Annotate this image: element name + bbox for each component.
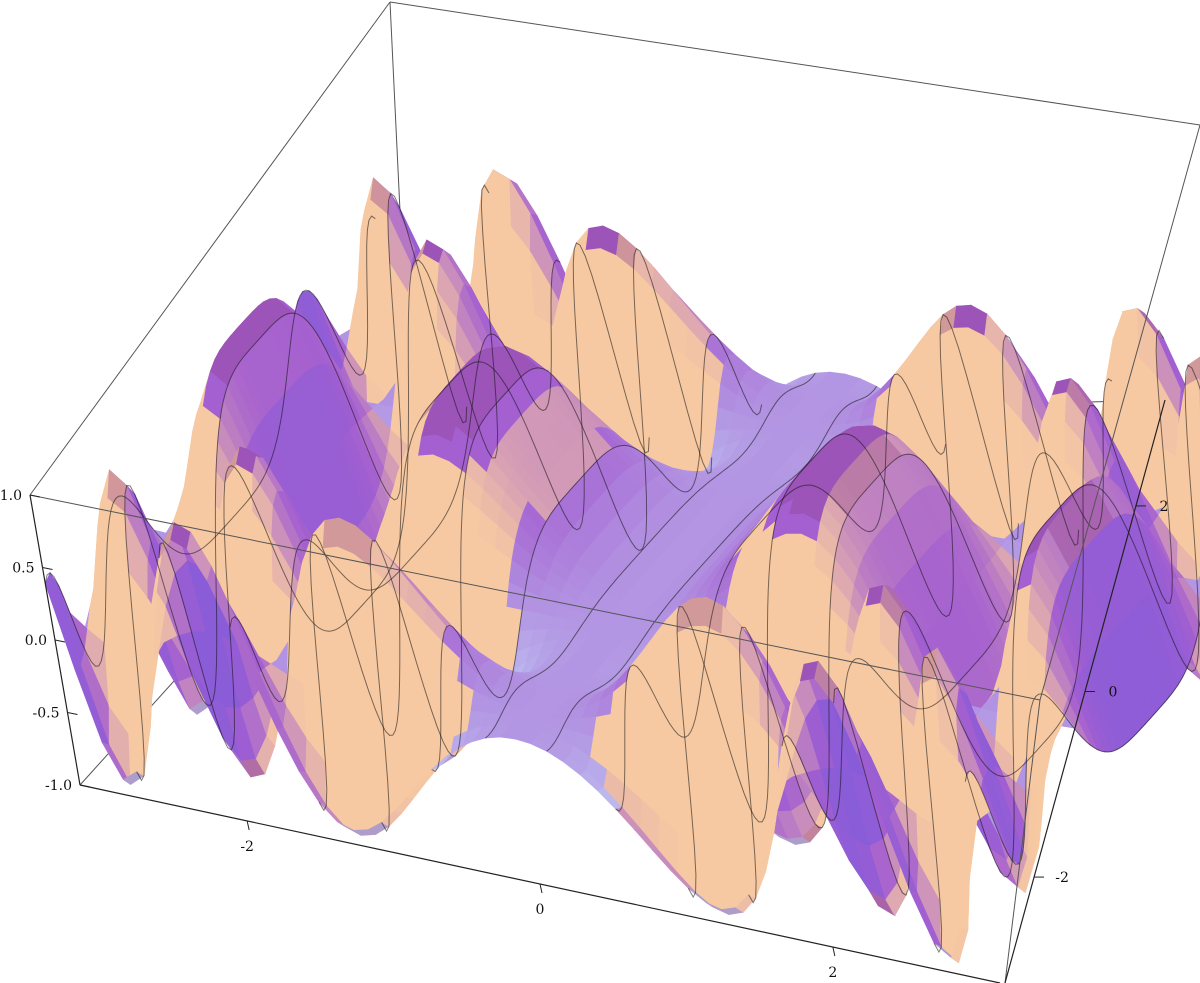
- axis-ticks: -2 0 2 -2 0 2 1.0 0.5 0.0 -0.5 -1.0: [0, 488, 1168, 981]
- surface-patch: [429, 548, 446, 595]
- surface-patch: [415, 454, 434, 481]
- box-edge: [29, 494, 1041, 701]
- surface-patch: [1195, 655, 1200, 675]
- surface-patch: [608, 710, 626, 749]
- surface-patch: [967, 327, 988, 388]
- mesh-line: [964, 619, 1200, 865]
- mesh-line: [309, 242, 650, 812]
- surface-patch: [797, 558, 816, 598]
- tick-label: 2: [1159, 499, 1168, 515]
- surface-patch: [492, 169, 512, 228]
- surface-patch: [782, 558, 800, 592]
- surface-patch: [429, 511, 446, 554]
- surface-patch: [939, 327, 957, 384]
- surface-patch: [421, 322, 439, 374]
- surface-patch: [654, 384, 673, 442]
- surface-patch: [781, 589, 798, 629]
- surface-patch: [1050, 392, 1067, 425]
- tick-label: -2: [1055, 870, 1069, 886]
- surface-patch: [444, 552, 462, 598]
- tick-label: -0.5: [33, 706, 60, 722]
- tick-mark: [29, 494, 41, 498]
- tick-label: -2: [240, 839, 254, 855]
- box-edge: [1004, 699, 1041, 983]
- tick-label: 0.0: [25, 633, 47, 649]
- mesh-line: [431, 333, 763, 773]
- surface-patch: [670, 390, 688, 439]
- box-edge: [1039, 124, 1200, 701]
- box-edge: [389, 1, 1200, 126]
- surface-patch: [414, 510, 430, 550]
- surface-patch: [429, 479, 447, 518]
- mesh-line: [781, 378, 1113, 821]
- surface-patch: [900, 396, 917, 444]
- mesh-line: [739, 334, 1080, 904]
- surface-patch: [408, 367, 425, 414]
- surface-patch: [44, 571, 82, 671]
- surface-patch: [700, 401, 719, 434]
- tick-label: 2: [828, 965, 837, 981]
- surface-patch: [1184, 377, 1200, 436]
- mesh-lines: [44, 184, 1200, 954]
- tick-label: 0: [536, 902, 545, 918]
- box-edge: [29, 1, 391, 496]
- mesh-line: [158, 184, 499, 751]
- tick-mark: [539, 883, 543, 894]
- surface-patch: [1012, 609, 1030, 644]
- surface-patch: [767, 589, 783, 627]
- surface-patch: [865, 603, 881, 645]
- surface-patch: [797, 590, 814, 634]
- surface-patch: [690, 596, 708, 627]
- mesh-line: [676, 313, 1019, 899]
- tick-label: 0.5: [12, 561, 34, 577]
- surface-patch: [599, 248, 620, 308]
- surface-mesh: [44, 168, 1200, 964]
- surface-patch: [624, 705, 641, 755]
- surface-patch: [414, 479, 432, 512]
- surface-patch: [199, 499, 216, 546]
- mesh-line: [124, 192, 468, 782]
- tick-mark: [79, 784, 91, 788]
- mesh-line: [546, 386, 878, 752]
- surface-patch: [1050, 421, 1066, 463]
- mesh-line: [229, 259, 561, 703]
- tick-mark: [246, 820, 250, 831]
- tick-mark: [42, 567, 53, 570]
- surface-patch: [752, 590, 769, 627]
- surface-patch: [410, 707, 428, 765]
- surface-patch: [414, 546, 431, 592]
- surface-patch: [322, 517, 340, 549]
- tick-mark: [54, 639, 66, 643]
- surface-patch: [1012, 677, 1029, 721]
- tick-label: 1.0: [0, 488, 22, 504]
- mesh-line: [921, 364, 1200, 954]
- surface-patch: [489, 603, 508, 636]
- mesh-line: [484, 372, 816, 739]
- tick-label: -1.0: [45, 778, 72, 794]
- tick-label: 0: [1109, 685, 1118, 701]
- mesh-line: [44, 215, 376, 667]
- mesh-line: [615, 373, 947, 812]
- tick-mark: [832, 946, 836, 957]
- surface-patch: [49, 572, 86, 667]
- surface-patch: [475, 600, 492, 638]
- mesh-line: [369, 247, 713, 833]
- surface-patch: [460, 597, 477, 639]
- tick-mark: [67, 712, 78, 715]
- surface-patch: [767, 558, 785, 592]
- surface-patch: [783, 533, 802, 560]
- surface-patch: [460, 558, 478, 602]
- mesh-line: [833, 329, 1173, 896]
- surface-patch: [1012, 640, 1029, 679]
